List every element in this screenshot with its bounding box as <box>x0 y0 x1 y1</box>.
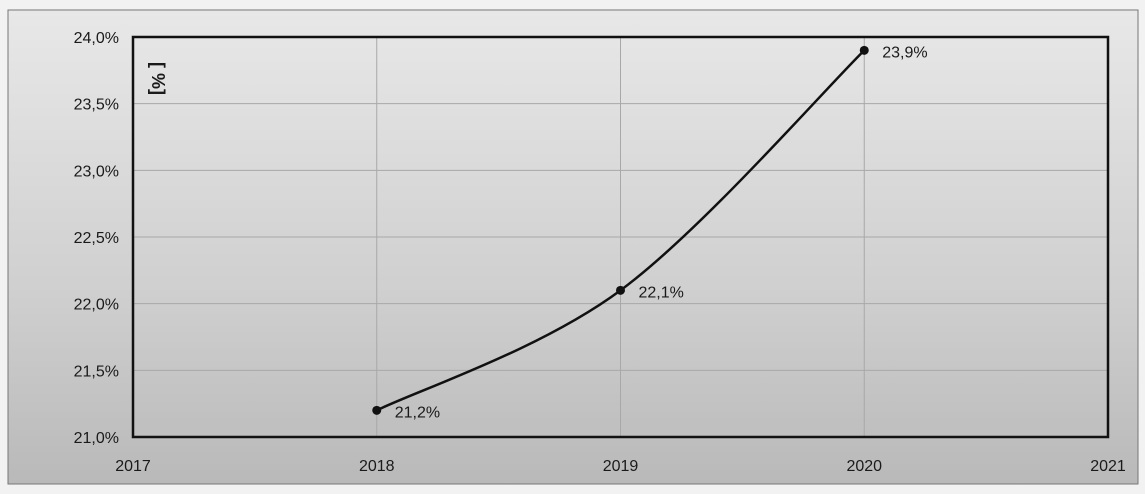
outer-background <box>7 9 1139 485</box>
x-tick-label: 2021 <box>1090 458 1126 475</box>
y-unit-label: [ %] <box>148 62 168 95</box>
y-axis-ticks: 21,0% 21,5% 22,0% 22,5% 23,0% 23,5% 24,0% <box>74 30 119 447</box>
data-points <box>372 45 869 415</box>
x-axis-ticks: 2017 2018 2019 2020 2021 <box>115 458 1126 475</box>
y-tick-label: 21,5% <box>74 363 119 380</box>
data-point <box>859 45 869 55</box>
y-tick-label: 22,0% <box>74 297 119 314</box>
data-label: 22,1% <box>639 284 684 301</box>
y-tick-label: 24,0% <box>74 30 119 47</box>
y-tick-label: 23,0% <box>74 163 119 180</box>
y-tick-label: 23,5% <box>74 97 119 114</box>
data-point <box>616 285 625 295</box>
data-label: 21,2% <box>395 404 440 421</box>
plot-area-border <box>131 35 1110 439</box>
data-label: 23,9% <box>882 44 927 61</box>
x-tick-label: 2017 <box>115 458 151 475</box>
data-labels: 21,2% 22,1% 23,9% <box>395 44 928 421</box>
x-tick-label: 2020 <box>846 458 882 475</box>
x-tick-label: 2018 <box>359 458 395 475</box>
y-tick-label: 22,5% <box>74 230 119 247</box>
grid <box>133 37 1108 437</box>
y-tick-label: 21,0% <box>74 430 119 447</box>
x-tick-label: 2019 <box>603 458 639 475</box>
data-point <box>372 405 382 415</box>
